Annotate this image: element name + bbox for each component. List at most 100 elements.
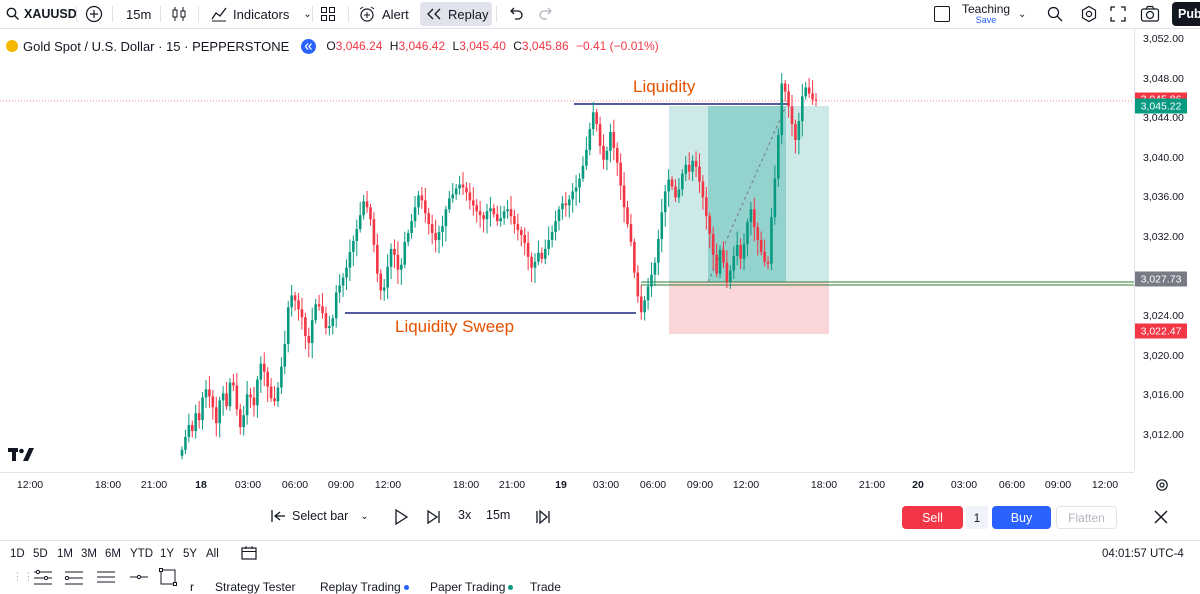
candle-body[interactable] [492,208,496,215]
jump-to-realtime-button[interactable] [535,509,551,525]
candle-body[interactable] [352,240,355,252]
candle-body[interactable] [372,219,376,245]
candle-body[interactable] [341,277,345,286]
candle-body[interactable] [348,251,352,268]
candle-body[interactable] [516,224,520,231]
candle-body[interactable] [777,135,780,179]
candle-body[interactable] [300,309,304,318]
settings-button[interactable] [1080,0,1098,28]
candle-body[interactable] [715,254,718,274]
candle-body[interactable] [718,249,722,274]
candle-body[interactable] [317,304,321,307]
candle-body[interactable] [424,200,427,214]
candle-body[interactable] [441,226,444,233]
candle-body[interactable] [208,389,211,397]
price-axis[interactable]: 3,052.00 3,048.00 3,044.00 3,040.00 3,036.00… [1134,28,1200,470]
drag-handle-icon[interactable]: ⋮⋮ [12,571,34,583]
speed-button[interactable]: 3x [458,508,471,522]
candle-body[interactable] [756,227,760,240]
candle-body[interactable] [691,160,694,172]
alert-button[interactable]: Alert [358,0,409,28]
candle-body[interactable] [694,160,698,167]
candle-body[interactable] [612,132,616,148]
range-button-1y[interactable]: 1Y [160,548,175,560]
candle-body[interactable] [650,274,653,287]
text-tools-icon[interactable] [95,568,117,591]
indicators-button[interactable]: Indicators ⌄ [210,0,312,28]
price-tag[interactable]: 3,022.47 [1135,323,1187,339]
candle-body[interactable] [653,262,657,275]
chevron-down-icon[interactable]: ⌄ [303,8,312,20]
bottom-tab[interactable]: r [190,580,194,594]
candle-body[interactable] [283,343,287,367]
symbol-search[interactable]: XAUUSD [6,0,77,28]
candle-body[interactable] [262,363,266,372]
candle-body[interactable] [297,300,300,310]
candle-body[interactable] [585,149,588,166]
candle-body[interactable] [393,248,396,255]
candle-body[interactable] [413,207,417,222]
candle-body[interactable] [681,173,684,190]
candle-body[interactable] [547,239,550,249]
candle-body[interactable] [328,326,331,329]
step-forward-button[interactable] [426,509,442,525]
candle-body[interactable] [187,425,191,437]
candle-body[interactable] [591,112,595,130]
candle-body[interactable] [759,239,763,252]
legend-title[interactable]: Gold Spot / U.S. Dollar · 15 · PEPPERSTO… [23,38,290,54]
candle-body[interactable] [454,188,458,195]
candle-body[interactable] [746,222,749,244]
candle-body[interactable] [461,184,465,188]
candle-body[interactable] [807,87,811,94]
candle-body[interactable] [657,238,660,263]
candle-body[interactable] [729,270,732,282]
layout-checkbox[interactable] [934,0,950,28]
candle-body[interactable] [742,243,746,259]
candle-body[interactable] [204,389,208,398]
candle-body[interactable] [588,129,592,150]
candle-body[interactable] [550,232,554,240]
candle-body[interactable] [800,96,804,122]
publish-button[interactable]: Pub [1172,2,1200,26]
candle-body[interactable] [622,185,626,208]
candle-body[interactable] [465,187,468,193]
candle-body[interactable] [358,215,362,230]
candle-body[interactable] [660,212,664,239]
replay-button[interactable]: Replay [420,2,492,26]
range-button-1d[interactable]: 1D [10,548,25,560]
select-bar-button[interactable]: Select bar ⌄ [270,508,369,524]
candle-body[interactable] [365,201,369,208]
candle-body[interactable] [725,262,729,282]
candle-body[interactable] [499,218,503,222]
candle-body[interactable] [249,394,252,398]
candle-body[interactable] [286,307,290,344]
candle-body[interactable] [561,203,564,210]
candle-body[interactable] [526,242,530,257]
axis-settings-button[interactable] [1155,478,1169,497]
redo-button[interactable] [538,0,554,28]
candle-body[interactable] [259,363,263,380]
candle-body[interactable] [646,286,650,301]
candle-body[interactable] [482,215,485,220]
close-replay-button[interactable] [1153,509,1169,530]
candle-body[interactable] [766,261,770,264]
candle-body[interactable] [238,409,242,428]
candle-body[interactable] [595,112,598,125]
candle-body[interactable] [355,229,359,241]
candle-body[interactable] [578,178,581,188]
candle-body[interactable] [376,244,379,274]
candle-body[interactable] [571,191,574,200]
candle-body[interactable] [753,209,756,228]
candle-body[interactable] [732,255,736,271]
candle-body[interactable] [434,233,437,240]
candle-body[interactable] [687,164,691,172]
candle-body[interactable] [770,217,773,264]
candle-body[interactable] [543,248,547,259]
flatten-button[interactable]: Flatten [1056,506,1117,529]
candle-body[interactable] [489,208,492,212]
candle-body[interactable] [201,397,204,421]
candle-body[interactable] [314,304,317,321]
candle-body[interactable] [564,203,568,206]
range-button-6m[interactable]: 6M [105,548,121,560]
candle-body[interactable] [307,336,311,343]
